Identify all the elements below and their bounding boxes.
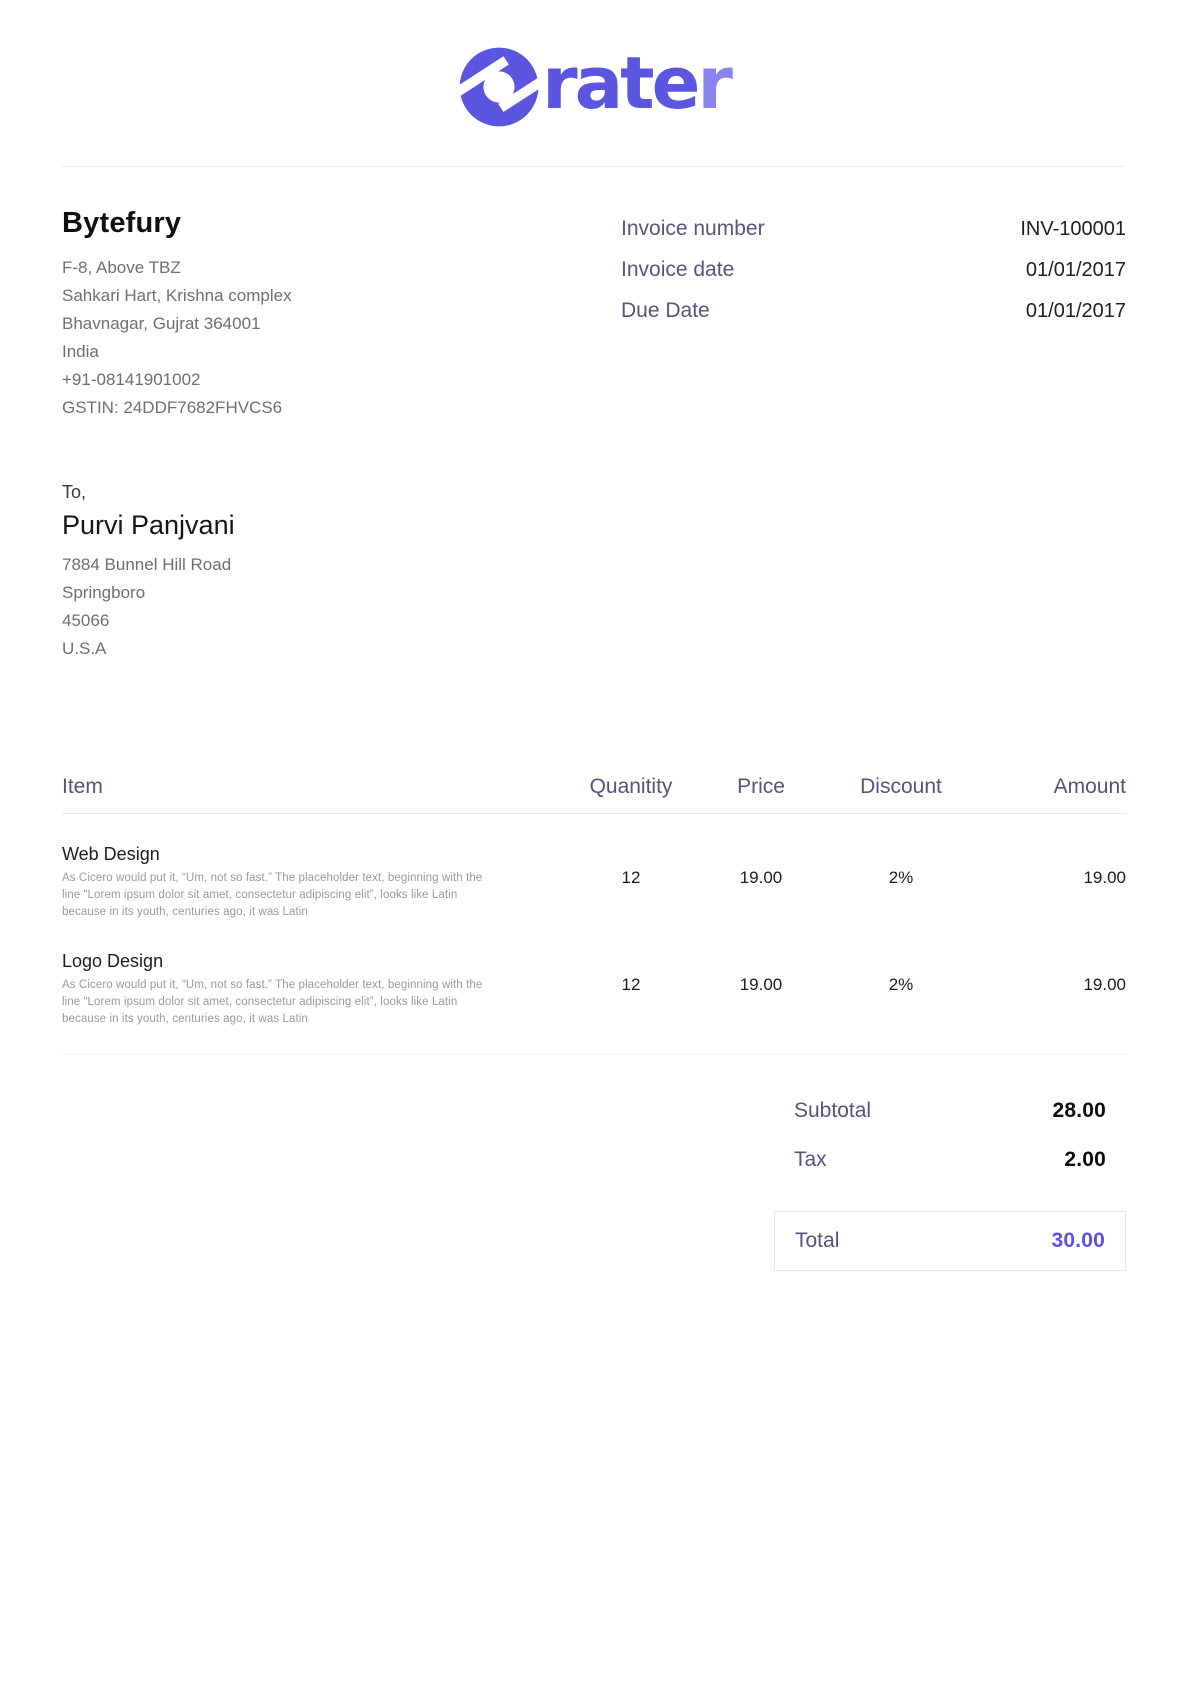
company-address-line: F-8, Above TBZ bbox=[62, 258, 181, 277]
invoice-document: rater Bytefury F-8, Above TBZ Sahkari Ha… bbox=[62, 36, 1126, 1271]
invoice-date-label: Invoice date bbox=[621, 258, 735, 281]
item-description: As Cicero would put it, “Um, not so fast… bbox=[62, 979, 483, 1025]
header-quantity: Quanitity bbox=[589, 775, 673, 798]
subtotal-value: 28.00 bbox=[1052, 1099, 1106, 1122]
tax-label: Tax bbox=[794, 1148, 827, 1171]
total-value: 30.00 bbox=[1051, 1229, 1105, 1252]
company-gstin: GSTIN: 24DDF7682FHVCS6 bbox=[62, 398, 283, 417]
item-price: 19.00 bbox=[739, 975, 783, 994]
invoice-number-label: Invoice number bbox=[621, 217, 765, 240]
customer-address-line: 7884 Bunnel Hill Road bbox=[62, 555, 232, 574]
item-discount: 2% bbox=[888, 975, 914, 994]
bill-to-prefix: To, bbox=[62, 482, 87, 502]
item-quantity: 12 bbox=[621, 868, 641, 887]
company-phone: +91-08141901002 bbox=[62, 370, 201, 389]
table-row: Logo Design As Cicero would put it, “Um,… bbox=[62, 921, 1126, 1028]
parties-section: Bytefury F-8, Above TBZ Sahkari Hart, Kr… bbox=[62, 207, 1126, 422]
due-date-value: 01/01/2017 bbox=[1025, 300, 1126, 322]
item-name: Logo Design bbox=[62, 951, 164, 971]
header-amount: Amount bbox=[1053, 775, 1126, 798]
crater-c-icon bbox=[458, 47, 541, 127]
tax-value: 2.00 bbox=[1064, 1148, 1106, 1171]
items-table: Item Quanitity Price Discount Amount Web… bbox=[62, 775, 1126, 1055]
table-header-row: Item Quanitity Price Discount Amount bbox=[62, 775, 1126, 799]
table-header-divider bbox=[62, 813, 1126, 814]
bill-to-section: To, Purvi Panjvani 7884 Bunnel Hill Road… bbox=[62, 478, 1126, 663]
item-quantity: 12 bbox=[621, 975, 641, 994]
table-footer-divider bbox=[62, 1054, 1126, 1055]
item-amount: 19.00 bbox=[1083, 868, 1126, 887]
customer-address-line: U.S.A bbox=[62, 639, 107, 658]
header-divider bbox=[62, 166, 1126, 167]
table-row: Web Design As Cicero would put it, “Um, … bbox=[62, 814, 1126, 921]
item-cell: Logo Design As Cicero would put it, “Um,… bbox=[62, 951, 566, 1028]
item-price: 19.00 bbox=[739, 868, 783, 887]
company-address-line: Sahkari Hart, Krishna complex bbox=[62, 286, 292, 305]
item-discount: 2% bbox=[888, 868, 914, 887]
company-name: Bytefury bbox=[62, 207, 182, 239]
invoice-number-value: INV-100001 bbox=[1020, 218, 1126, 240]
logo-header: rater bbox=[62, 36, 1126, 130]
header-discount: Discount bbox=[860, 775, 942, 798]
customer-address-line: Springboro bbox=[62, 583, 146, 602]
company-block: Bytefury F-8, Above TBZ Sahkari Hart, Kr… bbox=[62, 207, 292, 422]
total-label: Total bbox=[795, 1229, 840, 1252]
invoice-number-row: Invoice number INV-100001 bbox=[621, 217, 1126, 241]
company-address-line: Bhavnagar, Gujrat 364001 bbox=[62, 314, 261, 333]
header-price: Price bbox=[737, 775, 785, 798]
invoice-date-value: 01/01/2017 bbox=[1025, 259, 1126, 281]
customer-address-line: 45066 bbox=[62, 611, 110, 630]
invoice-date-row: Invoice date 01/01/2017 bbox=[621, 258, 1126, 282]
due-date-label: Due Date bbox=[621, 299, 710, 322]
customer-name: Purvi Panjvani bbox=[62, 510, 235, 540]
subtotal-row: Subtotal 28.00 bbox=[774, 1099, 1126, 1123]
wordmark-mid: rate bbox=[542, 41, 700, 125]
item-name: Web Design bbox=[62, 844, 160, 864]
item-description: As Cicero would put it, “Um, not so fast… bbox=[62, 872, 483, 918]
item-amount: 19.00 bbox=[1083, 975, 1126, 994]
crater-logo: rater bbox=[458, 44, 733, 130]
totals-section: Subtotal 28.00 Tax 2.00 Total 30.00 bbox=[62, 1099, 1126, 1271]
tax-row: Tax 2.00 bbox=[774, 1148, 1126, 1172]
due-date-row: Due Date 01/01/2017 bbox=[621, 299, 1126, 323]
header-item: Item bbox=[62, 775, 103, 798]
subtotal-label: Subtotal bbox=[794, 1099, 872, 1122]
wordmark-last: r bbox=[697, 41, 732, 125]
total-box: Total 30.00 bbox=[774, 1211, 1126, 1271]
crater-wordmark: rater bbox=[542, 47, 733, 119]
invoice-meta-block: Invoice number INV-100001 Invoice date 0… bbox=[621, 207, 1126, 422]
item-cell: Web Design As Cicero would put it, “Um, … bbox=[62, 844, 566, 921]
company-address-line: India bbox=[62, 342, 99, 361]
